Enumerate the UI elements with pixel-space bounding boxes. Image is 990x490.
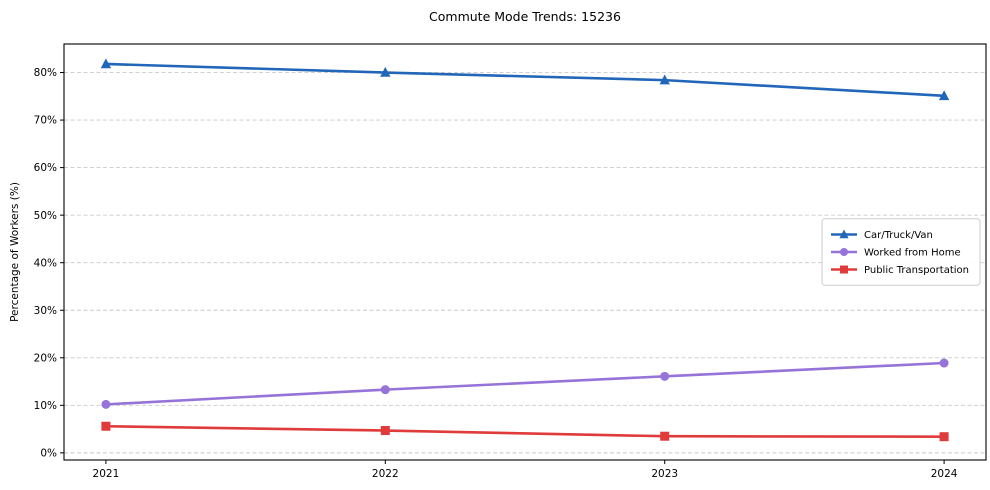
y-axis: 0% 10% 20% 30% 40% 50% 60% 70% 80% (34, 67, 64, 459)
series-worked-from-home (101, 358, 949, 409)
square-marker (939, 432, 949, 442)
y-axis-tick-label: 20% (34, 352, 57, 364)
x-axis-tick-label: 2021 (93, 468, 120, 480)
series-public-transportation (101, 421, 949, 442)
legend-item: Public Transportation (831, 265, 969, 276)
series-line-worked-from-home (104, 361, 946, 406)
square-marker (660, 431, 670, 441)
legend-item-label: Public Transportation (864, 265, 969, 276)
y-axis-tick-label: 80% (34, 67, 57, 79)
triangle-marker (659, 74, 670, 85)
plot-frame (63, 43, 987, 461)
y-axis-tick-label: 70% (34, 115, 57, 127)
triangle-marker (938, 90, 950, 101)
series-car-truck-van (100, 58, 950, 101)
triangle-marker (380, 66, 391, 77)
triangle-marker (100, 58, 112, 69)
triangle-marker (839, 229, 849, 239)
chart-title: Commute Mode Trends: 15236 (429, 9, 621, 24)
square-marker (380, 426, 390, 436)
square-marker (840, 265, 848, 274)
y-axis-tick-label: 50% (34, 210, 57, 222)
circle-marker (380, 385, 390, 395)
x-axis-tick-label: 2022 (372, 468, 399, 480)
legend-item-label: Worked from Home (864, 247, 961, 258)
legend-item: Car/Truck/Van (831, 229, 933, 241)
square-marker (101, 421, 111, 431)
y-axis-tick-label: 10% (34, 400, 57, 412)
plot-area-border (63, 43, 987, 461)
legend: Car/Truck/Van Worked from Home Public Tran… (821, 218, 981, 286)
circle-marker (840, 248, 848, 256)
legend-item-label: Car/Truck/Van (864, 230, 933, 241)
series-line-car-truck-van (104, 62, 946, 98)
y-axis-tick-label: 30% (34, 305, 57, 317)
x-axis-tick-label: 2024 (931, 468, 958, 480)
x-axis-tick-label: 2023 (651, 468, 678, 480)
legend-item: Worked from Home (831, 247, 961, 258)
y-axis-tick-label: 40% (34, 257, 57, 269)
circle-marker (101, 399, 111, 409)
y-axis-tick-label: 0% (40, 447, 57, 459)
y-axis-tick-label: 60% (34, 162, 57, 174)
series-line-public-transportation (104, 424, 946, 439)
circle-marker (660, 371, 670, 381)
x-axis: 2021 2022 2023 2024 (93, 460, 958, 480)
legend-box (821, 218, 981, 286)
circle-marker (939, 358, 949, 368)
